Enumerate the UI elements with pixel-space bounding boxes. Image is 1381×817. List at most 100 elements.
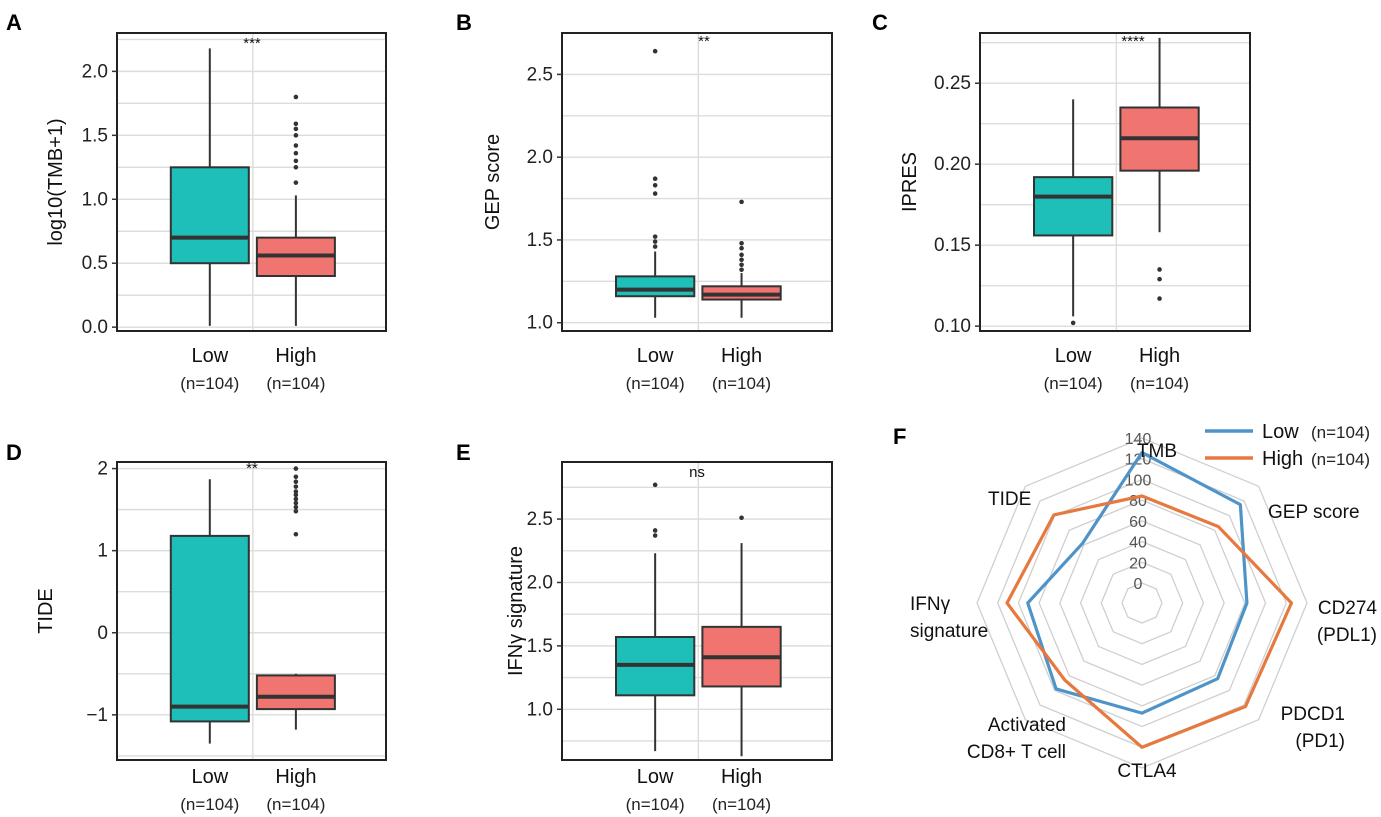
box-high xyxy=(255,94,336,326)
outlier-point xyxy=(293,492,299,498)
outlier-point xyxy=(293,466,299,471)
outlier-point xyxy=(293,121,299,127)
radar-axis-label-line: TMB xyxy=(1137,441,1177,462)
radar-axis-label-line: IFNγ xyxy=(910,594,951,615)
box-iqr xyxy=(169,166,250,265)
significance-label: **** xyxy=(1121,33,1145,50)
radar-axis-label-line: (PDL1) xyxy=(1317,625,1377,646)
outlier-point xyxy=(293,531,299,537)
sample-count-label: (n=104) xyxy=(712,374,771,393)
outlier-point xyxy=(1157,276,1162,282)
panel-label: C xyxy=(872,10,888,35)
box-iqr xyxy=(169,534,250,723)
box-iqr xyxy=(615,275,696,298)
outlier-point xyxy=(293,489,299,494)
outlier-point xyxy=(1157,267,1162,272)
outlier-point xyxy=(1157,296,1162,301)
y-tick-label: 0 xyxy=(97,623,108,644)
y-axis-label: log10(TMB+1) xyxy=(45,118,67,245)
box-low xyxy=(169,48,250,326)
outlier-point xyxy=(293,126,299,132)
y-tick-label: 1.0 xyxy=(527,699,553,720)
panel-D: D −1 0 1 2 TIDE Low (n=104) High (n=104) ** xyxy=(6,440,387,814)
legend-count: (n=104) xyxy=(1311,450,1370,469)
y-tick-label: 2.5 xyxy=(527,64,553,85)
radar-axis-label-line: Activated xyxy=(988,715,1066,736)
box-low xyxy=(615,48,696,318)
y-tick-label: 1.0 xyxy=(527,313,553,334)
sample-count-label: (n=104) xyxy=(626,374,685,393)
radar-axis-label-line: signature xyxy=(910,621,988,642)
significance-label: ** xyxy=(698,33,710,50)
legend-label: High xyxy=(1262,448,1303,470)
panel-A: A 0.0 0.5 1.0 1.5 2.0 log10(TMB+1) Low (n=104) Hi… xyxy=(6,10,387,393)
panel-label: D xyxy=(6,440,22,465)
legend-label: Low xyxy=(1262,421,1299,443)
box-low xyxy=(169,479,250,744)
radar-grid-ring xyxy=(1059,520,1225,686)
outlier-point xyxy=(652,191,658,196)
radar-axis-label-line: (PD1) xyxy=(1295,731,1345,752)
outlier-point xyxy=(293,164,299,170)
outlier-point xyxy=(739,252,744,258)
sample-count-label: (n=104) xyxy=(266,374,325,393)
significance-label: ** xyxy=(246,460,258,477)
outlier-point xyxy=(652,528,658,533)
panel-label: A xyxy=(6,10,22,35)
y-tick-label: 0.5 xyxy=(82,253,108,274)
y-tick-label: 0.10 xyxy=(934,316,971,337)
box-high xyxy=(1119,37,1200,301)
outlier-point xyxy=(293,143,299,148)
radar-tick-label: 20 xyxy=(1129,555,1147,572)
sample-count-label: (n=104) xyxy=(1044,374,1103,393)
outlier-point xyxy=(739,262,744,268)
sample-count-label: (n=104) xyxy=(712,795,771,814)
y-axis-label: IFNγ signature xyxy=(505,546,527,676)
box-high xyxy=(701,199,782,318)
x-category-label: Low xyxy=(1055,345,1092,367)
box-high xyxy=(701,515,782,757)
y-axis-label: GEP score xyxy=(482,134,504,230)
radar-tick-label: 140 xyxy=(1125,431,1152,448)
y-tick-label: 2.0 xyxy=(527,572,553,593)
outlier-point xyxy=(293,133,299,138)
outlier-point xyxy=(293,474,299,480)
plot-frame xyxy=(561,32,833,332)
radar-tick-label: 0 xyxy=(1134,576,1143,593)
x-category-label: High xyxy=(721,345,762,367)
x-category-label: Low xyxy=(191,766,228,788)
sample-count-label: (n=104) xyxy=(266,795,325,814)
outlier-point xyxy=(652,533,658,538)
x-category-label: High xyxy=(1139,345,1180,367)
outlier-point xyxy=(652,244,658,249)
y-axis-label: TIDE xyxy=(35,588,57,634)
box-low xyxy=(1033,99,1114,326)
x-category-label: Low xyxy=(637,345,674,367)
outlier-point xyxy=(652,482,658,488)
outlier-point xyxy=(293,158,299,164)
outlier-point xyxy=(739,245,744,251)
outlier-point xyxy=(739,240,744,246)
outlier-point xyxy=(652,183,658,188)
radar-grid-ring xyxy=(1121,582,1163,624)
radar-tick-label: 60 xyxy=(1129,514,1147,531)
y-tick-label: 1.0 xyxy=(82,189,108,210)
y-tick-label: 1.5 xyxy=(527,230,553,251)
outlier-point xyxy=(293,479,299,485)
plot-frame xyxy=(116,32,387,332)
box-low xyxy=(615,482,696,752)
radar-tick-label: 100 xyxy=(1125,472,1152,489)
radar-axis-label-line: GEP score xyxy=(1268,502,1360,523)
significance-label: *** xyxy=(243,35,261,52)
radar-axis-label-line: TIDE xyxy=(988,489,1031,510)
y-tick-label: 2 xyxy=(97,459,108,480)
panel-label: B xyxy=(456,10,472,35)
radar-axis-label: TMB xyxy=(1137,441,1177,462)
outlier-point xyxy=(652,234,658,239)
y-tick-label: 0.15 xyxy=(934,235,971,256)
legend-count: (n=104) xyxy=(1311,423,1370,442)
radar-axis-label-line: CD274 xyxy=(1318,598,1378,619)
sample-count-label: (n=104) xyxy=(626,795,685,814)
